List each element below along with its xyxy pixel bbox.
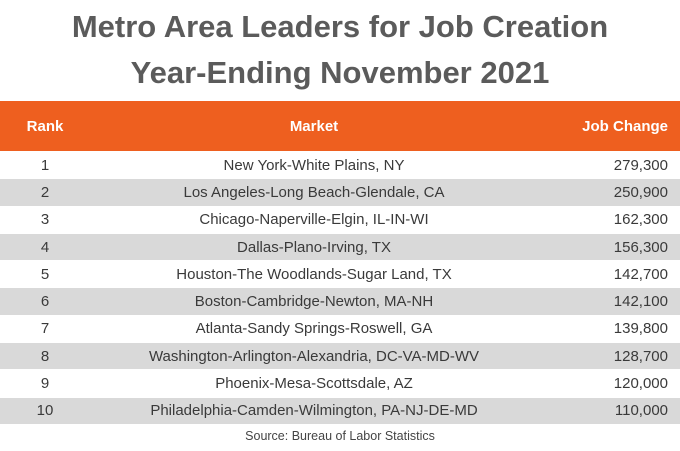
- table-cell: 7: [0, 314, 90, 343]
- table-cell: 250,900: [538, 178, 680, 207]
- table-cell: 3: [0, 205, 90, 234]
- title: Metro Area Leaders for Job Creation: [71, 9, 609, 44]
- table-cell: 4: [0, 232, 90, 261]
- table-cell: 9: [0, 369, 90, 398]
- column-header: Market: [90, 101, 538, 152]
- table-cell: 5: [0, 260, 90, 288]
- table-row: 10 Philadelphia-Camden-Wilmington, PA-NJ-…: [0, 396, 680, 424]
- table-cell: 139,800: [538, 314, 680, 343]
- table-cell: Los Angeles-Long Beach-Glendale, CA: [90, 178, 538, 207]
- column-header: Job Change: [538, 101, 680, 152]
- table-cell: 128,700: [538, 342, 680, 370]
- table-row: 8 Washington-Arlington-Alexandria, DC-VA-…: [0, 342, 680, 370]
- table-cell: 156,300: [538, 232, 680, 261]
- table-cell: Chicago-Naperville-Elgin, IL-IN-WI: [90, 205, 538, 234]
- table-cell: Philadelphia-Camden-Wilmington, PA-NJ-DE…: [90, 396, 538, 424]
- table-cell: 110,000: [538, 396, 680, 424]
- table-cell: Washington-Arlington-Alexandria, DC-VA-M…: [90, 342, 538, 370]
- table-cell: Boston-Cambridge-Newton, MA-NH: [90, 287, 538, 316]
- table-cell: 10: [0, 396, 90, 424]
- table-cell: 142,700: [538, 260, 680, 288]
- table-cell: 6: [0, 287, 90, 316]
- table-cell: Dallas-Plano-Irving, TX: [90, 232, 538, 261]
- header-row: Rank Market Job Change: [0, 101, 680, 152]
- source: Source: Bureau of Labor Statistics: [245, 428, 435, 443]
- subtitle: Year-Ending November 2021: [130, 55, 550, 90]
- table-cell: 142,100: [538, 287, 680, 316]
- table-row: 7 Atlanta-Sandy Springs-Roswell, GA 139,80…: [0, 314, 680, 343]
- table-cell: Phoenix-Mesa-Scottsdale, AZ: [90, 369, 538, 398]
- table-row: 6 Boston-Cambridge-Newton, MA-NH 142,100: [0, 287, 680, 316]
- table: Rank Market Job Change 1 New York-White Pla…: [0, 101, 680, 424]
- table-cell: 120,000: [538, 369, 680, 398]
- table-cell: 162,300: [538, 205, 680, 234]
- table-row: 3 Chicago-Naperville-Elgin, IL-IN-WI 162,3…: [0, 205, 680, 234]
- table-cell: 2: [0, 178, 90, 207]
- table-cell: Houston-The Woodlands-Sugar Land, TX: [90, 260, 538, 288]
- column-header: Rank: [0, 101, 90, 152]
- table-row: 2 Los Angeles-Long Beach-Glendale, CA 250,…: [0, 178, 680, 207]
- table-cell: New York-White Plains, NY: [90, 150, 538, 179]
- table-body: 1 New York-White Plains, NY 279,300 2 Los An…: [0, 150, 680, 424]
- table-cell: Atlanta-Sandy Springs-Roswell, GA: [90, 314, 538, 343]
- table-cell: 279,300: [538, 150, 680, 179]
- table-cell: 8: [0, 342, 90, 370]
- table-row: 5 Houston-The Woodlands-Sugar Land, TX 142…: [0, 260, 680, 288]
- table-cell: 1: [0, 150, 90, 179]
- table-row: 4 Dallas-Plano-Irving, TX 156,300: [0, 232, 680, 261]
- table-row: 1 New York-White Plains, NY 279,300: [0, 150, 680, 179]
- table-row: 9 Phoenix-Mesa-Scottsdale, AZ 120,000: [0, 369, 680, 398]
